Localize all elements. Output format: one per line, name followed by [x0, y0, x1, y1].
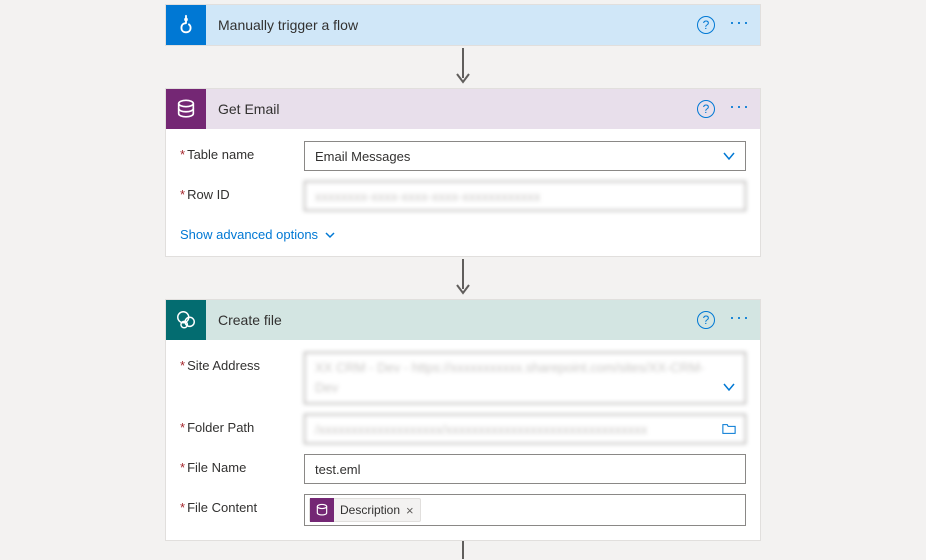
create-file-body: *Site Address XX CRM - Dev - https://xxx… [166, 340, 760, 540]
get-email-title: Get Email [206, 101, 697, 117]
site-address-label: *Site Address [180, 352, 304, 373]
create-file-title: Create file [206, 312, 697, 328]
row-id-label: *Row ID [180, 181, 304, 202]
trigger-card[interactable]: Manually trigger a flow ? ··· [165, 4, 761, 46]
connector-arrow [165, 46, 761, 88]
row-id-input[interactable]: xxxxxxxx-xxxx-xxxx-xxxx-xxxxxxxxxxxx [304, 181, 746, 211]
row-id-row: *Row ID xxxxxxxx-xxxx-xxxx-xxxx-xxxxxxxx… [180, 181, 746, 211]
file-content-row: *File Content Description × [180, 494, 746, 526]
get-email-header[interactable]: Get Email ? ··· [166, 89, 760, 129]
trigger-icon [166, 5, 206, 45]
more-menu[interactable]: ··· [729, 97, 750, 121]
chevron-down-icon[interactable] [720, 147, 738, 165]
folder-path-row: *Folder Path /xxxxxxxxxxxxxxxxxxx/xxxxxx… [180, 414, 746, 444]
file-name-row: *File Name test.eml [180, 454, 746, 484]
site-address-input[interactable]: XX CRM - Dev - https://xxxxxxxxxxx.share… [304, 352, 746, 404]
more-menu[interactable]: ··· [729, 13, 750, 37]
table-name-input[interactable]: Email Messages [304, 141, 746, 171]
token-label: Description [340, 503, 400, 517]
file-content-label: *File Content [180, 494, 304, 515]
connector-arrow [165, 257, 761, 299]
dataverse-icon [310, 498, 334, 522]
show-advanced-link[interactable]: Show advanced options [180, 227, 336, 242]
help-icon[interactable]: ? [697, 16, 715, 34]
sharepoint-icon [166, 300, 206, 340]
create-file-card[interactable]: Create file ? ··· *Site Address XX CRM -… [165, 299, 761, 541]
trigger-header[interactable]: Manually trigger a flow ? ··· [166, 5, 760, 45]
chevron-down-icon[interactable] [720, 378, 738, 396]
help-icon[interactable]: ? [697, 100, 715, 118]
table-name-row: *Table name Email Messages [180, 141, 746, 171]
folder-path-input[interactable]: /xxxxxxxxxxxxxxxxxxx/xxxxxxxxxxxxxxxxxxx… [304, 414, 746, 444]
dataverse-icon [166, 89, 206, 129]
file-name-input[interactable]: test.eml [304, 454, 746, 484]
table-name-label: *Table name [180, 141, 304, 162]
folder-picker-icon[interactable] [720, 420, 738, 438]
remove-token-icon[interactable]: × [406, 503, 414, 518]
folder-path-label: *Folder Path [180, 414, 304, 435]
file-name-label: *File Name [180, 454, 304, 475]
get-email-card[interactable]: Get Email ? ··· *Table name Email Messag… [165, 88, 761, 257]
help-icon[interactable]: ? [697, 311, 715, 329]
site-address-row: *Site Address XX CRM - Dev - https://xxx… [180, 352, 746, 404]
description-token[interactable]: Description × [309, 498, 421, 522]
trigger-title: Manually trigger a flow [206, 17, 697, 33]
more-menu[interactable]: ··· [729, 308, 750, 332]
get-email-body: *Table name Email Messages *Row ID xxxxx… [166, 129, 760, 256]
flow-canvas: Manually trigger a flow ? ··· Get Email … [165, 4, 761, 559]
create-file-header[interactable]: Create file ? ··· [166, 300, 760, 340]
file-content-input[interactable]: Description × [304, 494, 746, 526]
connector-arrow [165, 541, 761, 559]
